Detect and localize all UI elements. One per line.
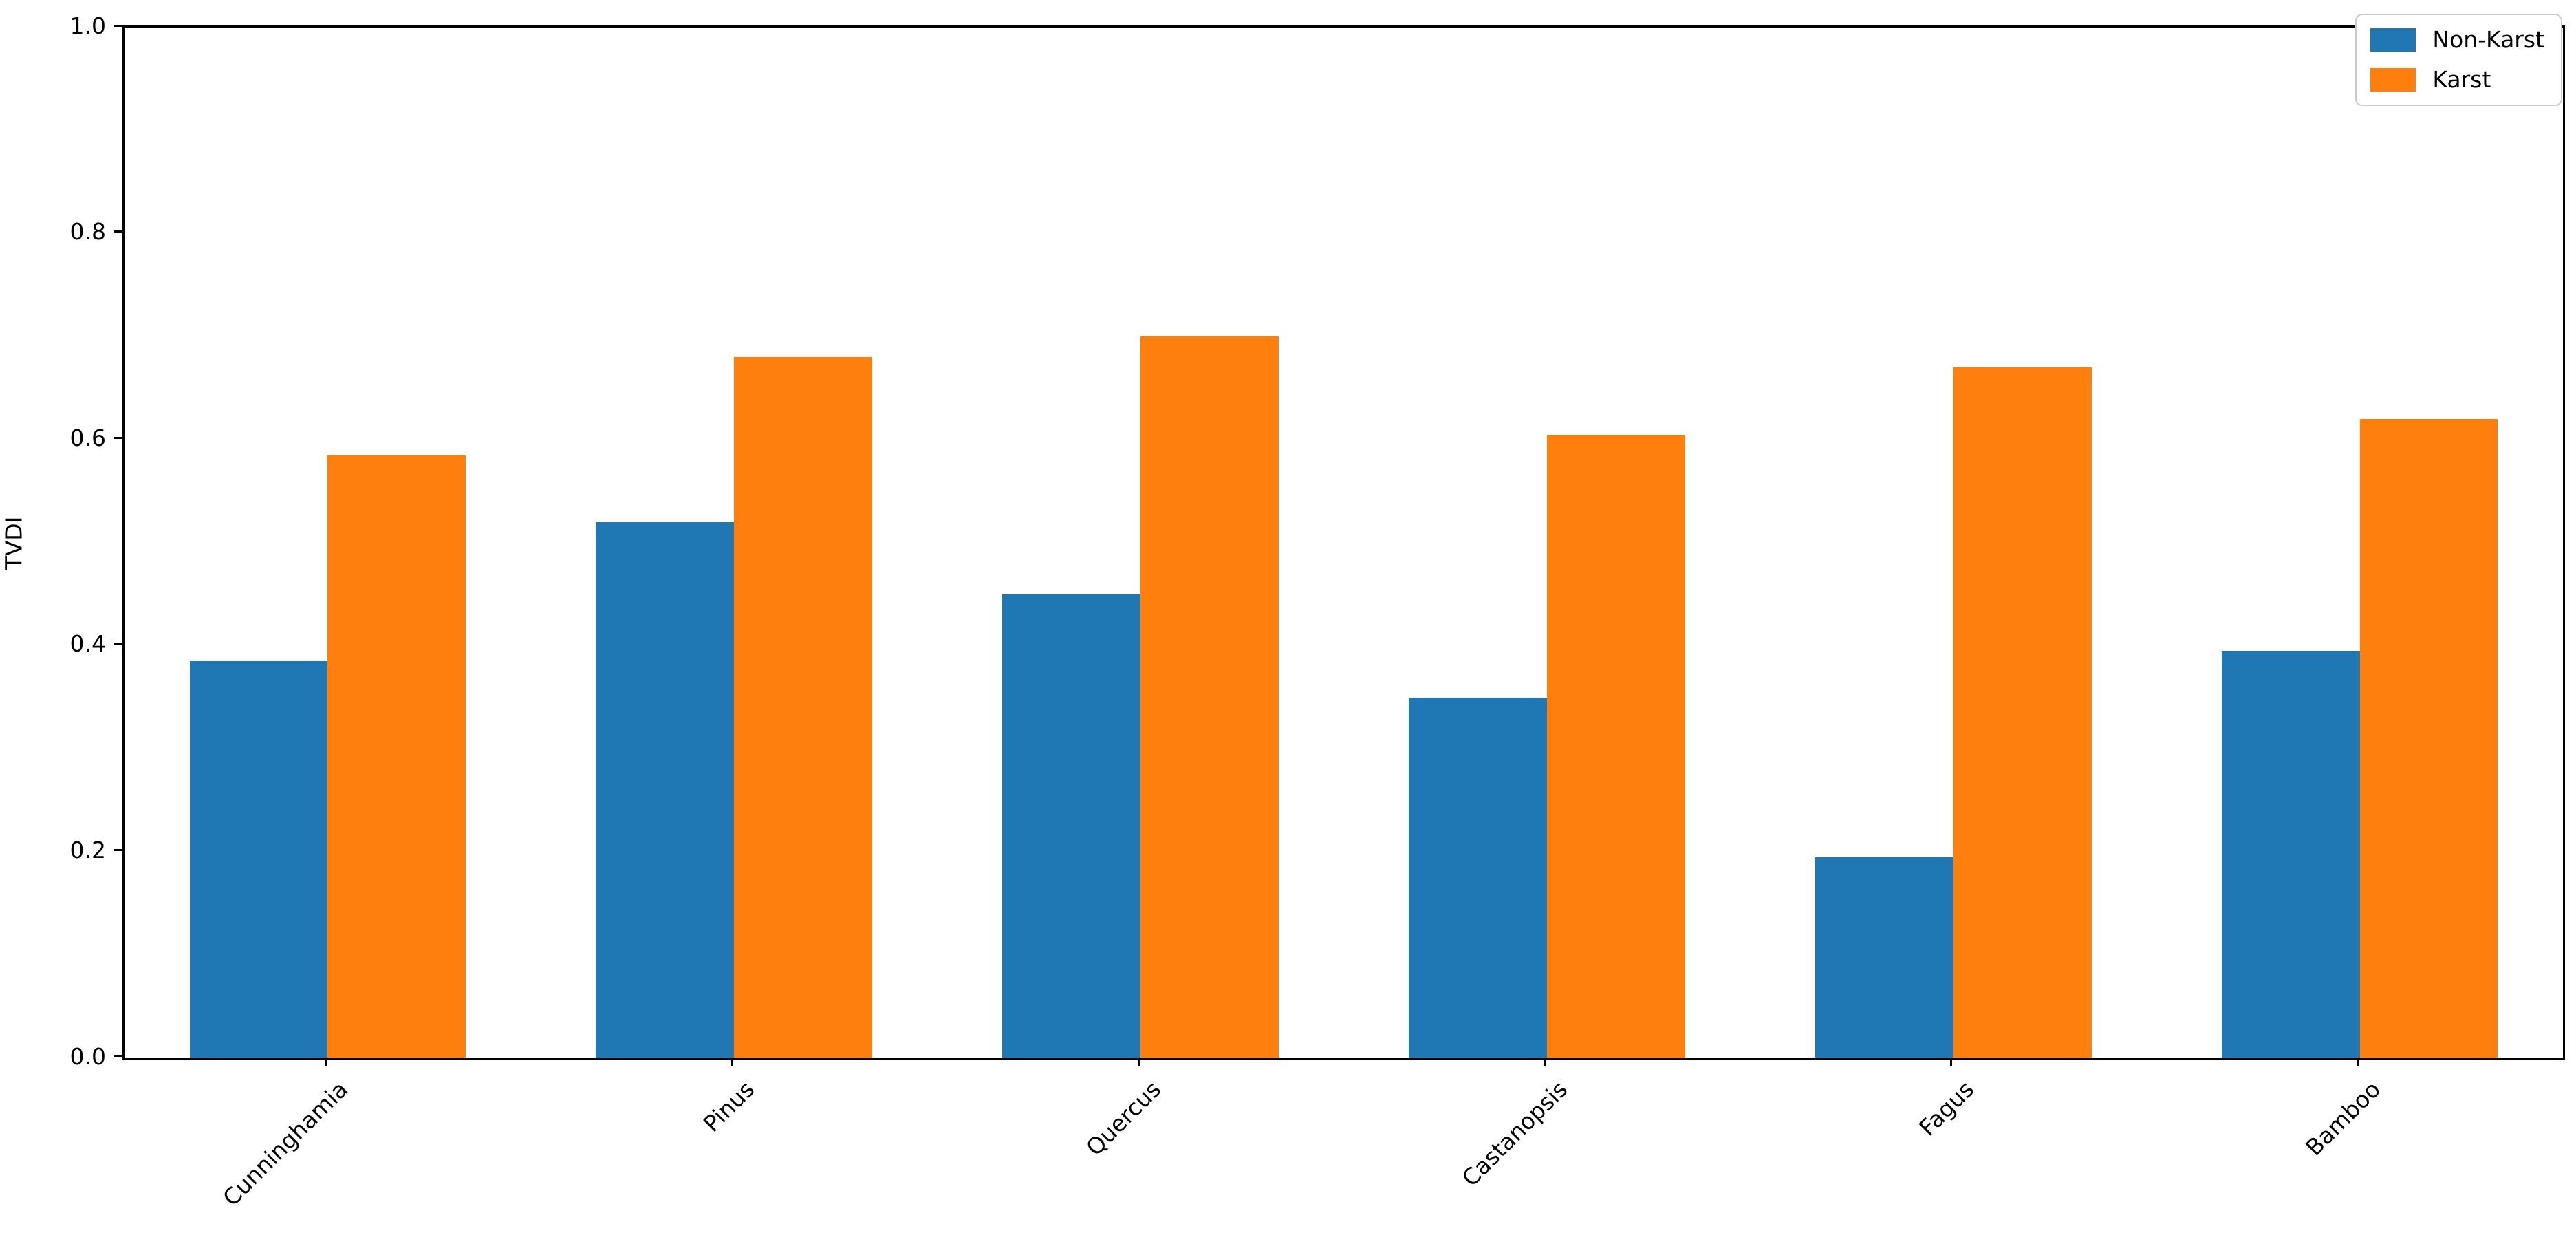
bar-non-karst-castanopsis — [1409, 697, 1547, 1058]
x-tick-mark-fagus — [1950, 1058, 1953, 1066]
bar-non-karst-pinus — [596, 522, 735, 1058]
bar-karst-quercus — [1140, 336, 1279, 1058]
x-tick-label-pinus: Pinus — [698, 1075, 760, 1137]
bar-karst-pinus — [734, 357, 873, 1058]
legend-item-karst: Karst — [2370, 66, 2544, 94]
y-tick-mark-0.8 — [114, 230, 122, 233]
bar-karst-fagus — [1953, 367, 2092, 1058]
x-tick-label-quercus: Quercus — [1081, 1075, 1167, 1161]
y-tick-label-0.6: 0.6 — [69, 424, 106, 451]
x-tick-label-castanopsis: Castanopsis — [1456, 1075, 1573, 1192]
legend-swatch-non-karst — [2370, 28, 2416, 52]
y-tick-label-0.0: 0.0 — [69, 1042, 106, 1070]
legend-label-karst: Karst — [2432, 66, 2491, 93]
bar-non-karst-bamboo — [2221, 651, 2360, 1058]
y-tick-label-0.8: 0.8 — [69, 218, 106, 246]
x-tick-label-fagus: Fagus — [1913, 1075, 1979, 1141]
y-tick-mark-0.4 — [114, 643, 122, 645]
y-tick-label-0.2: 0.2 — [69, 836, 106, 863]
y-tick-mark-1.0 — [114, 24, 122, 27]
legend-item-non-karst: Non-Karst — [2370, 26, 2544, 54]
x-tick-mark-pinus — [730, 1058, 733, 1066]
bar-non-karst-quercus — [1002, 594, 1141, 1058]
bar-non-karst-fagus — [1815, 857, 1953, 1058]
legend-label-non-karst: Non-Karst — [2432, 26, 2544, 53]
x-tick-mark-cunninghamia — [324, 1058, 327, 1066]
bar-karst-bamboo — [2359, 419, 2498, 1058]
y-tick-mark-0.2 — [114, 848, 122, 851]
y-tick-mark-0.0 — [114, 1055, 122, 1057]
x-tick-label-cunninghamia: Cunninghamia — [217, 1075, 354, 1212]
y-tick-label-0.4: 0.4 — [69, 630, 106, 658]
bar-non-karst-cunninghamia — [189, 661, 328, 1058]
x-tick-mark-castanopsis — [1544, 1058, 1546, 1066]
y-tick-mark-0.6 — [114, 436, 122, 439]
y-axis-label: TVDI — [0, 516, 28, 570]
y-tick-label-1.0: 1.0 — [69, 12, 106, 39]
bar-karst-cunninghamia — [327, 455, 466, 1058]
x-tick-mark-quercus — [1137, 1058, 1140, 1066]
legend-swatch-karst — [2370, 68, 2416, 92]
x-tick-label-bamboo: Bamboo — [2299, 1075, 2385, 1161]
x-tick-mark-bamboo — [2357, 1058, 2359, 1066]
plot-area — [122, 25, 2565, 1060]
legend: Non-Karst Karst — [2355, 14, 2562, 106]
bar-karst-castanopsis — [1546, 434, 1685, 1058]
